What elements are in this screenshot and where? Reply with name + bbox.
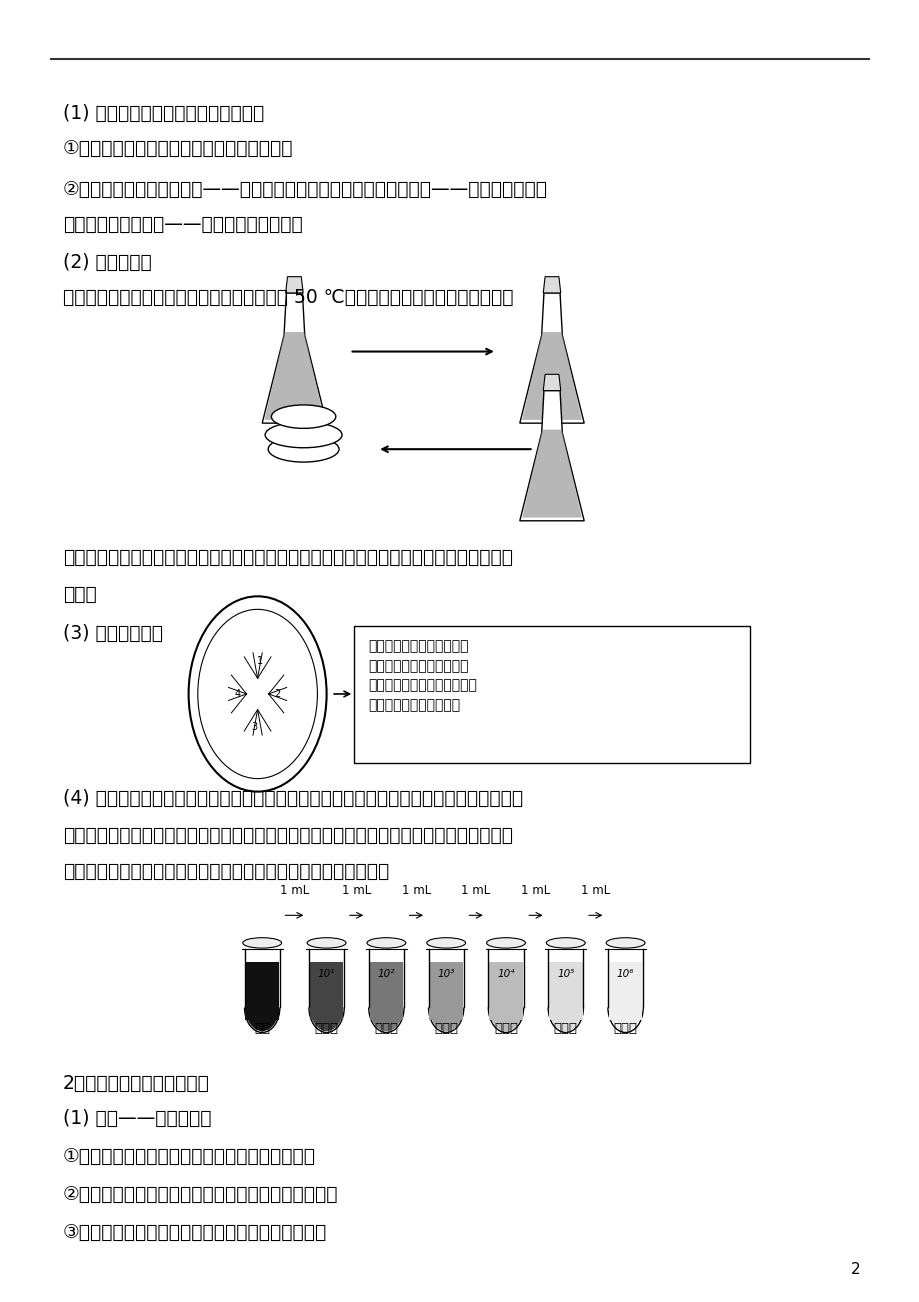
Text: 稀释液: 稀释液	[434, 1022, 458, 1035]
Text: (4) 稀释涂布平板法：先将菌液进行一系列的梯度稀释，然后将不同稀释度的菌液分别涂布: (4) 稀释涂布平板法：先将菌液进行一系列的梯度稀释，然后将不同稀释度的菌液分别…	[62, 789, 522, 809]
Polygon shape	[262, 293, 326, 423]
Text: 稀释液: 稀释液	[613, 1022, 637, 1035]
Polygon shape	[286, 276, 303, 293]
Polygon shape	[522, 430, 581, 518]
Wedge shape	[489, 1008, 522, 1031]
Bar	[429, 962, 462, 1019]
Text: 稀释液: 稀释液	[553, 1022, 577, 1035]
Text: 2．某种微生物的分离与计数: 2．某种微生物的分离与计数	[62, 1074, 210, 1094]
Text: 污染。: 污染。	[62, 585, 96, 604]
Text: 稀释液: 稀释液	[314, 1022, 338, 1035]
Text: (3) 平板划线操作: (3) 平板划线操作	[62, 624, 163, 643]
FancyBboxPatch shape	[354, 626, 749, 763]
Text: 1 mL: 1 mL	[581, 884, 609, 897]
Text: ③培养基中缺乏氮源时，可以分离得到固氮微生物。: ③培养基中缺乏氮源时，可以分离得到固氮微生物。	[62, 1223, 326, 1242]
Text: 稀释液: 稀释液	[374, 1022, 398, 1035]
Text: ①消毒方法：常用煮沸消毒法、巴氏消毒法。: ①消毒方法：常用煮沸消毒法、巴氏消毒法。	[62, 139, 293, 159]
Ellipse shape	[486, 937, 525, 948]
Text: 10⁵: 10⁵	[557, 969, 573, 979]
Text: 1 mL: 1 mL	[461, 884, 490, 897]
Ellipse shape	[268, 436, 339, 462]
Wedge shape	[429, 1008, 462, 1031]
Text: (2) 倒平板操作: (2) 倒平板操作	[62, 253, 151, 272]
Bar	[489, 962, 522, 1019]
Text: ①培养基中加入青霉素可以分离出酵母菌和霉菌。: ①培养基中加入青霉素可以分离出酵母菌和霉菌。	[62, 1147, 315, 1167]
Text: 10³: 10³	[437, 969, 454, 979]
Ellipse shape	[307, 937, 346, 948]
Bar	[549, 962, 582, 1019]
Bar	[369, 962, 403, 1019]
Text: (1) 分离——选择培养基: (1) 分离——选择培养基	[62, 1109, 210, 1129]
Text: 菌液: 菌液	[254, 1022, 270, 1035]
Ellipse shape	[243, 937, 281, 948]
Text: 10⁴: 10⁴	[497, 969, 514, 979]
Text: 1 mL: 1 mL	[521, 884, 550, 897]
Wedge shape	[549, 1008, 582, 1031]
Text: 平板划线法：通过接种环在
琼脂固体培养基表面连续划
线的操作，将聚集的菌种逐步
稀释分散到培养基的表面: 平板划线法：通过接种环在 琼脂固体培养基表面连续划 线的操作，将聚集的菌种逐步 …	[368, 639, 476, 712]
Text: 1 mL: 1 mL	[279, 884, 309, 897]
Text: 3: 3	[252, 721, 257, 732]
Wedge shape	[310, 1008, 343, 1031]
Ellipse shape	[426, 937, 465, 948]
Text: 1 mL: 1 mL	[402, 884, 430, 897]
Text: 皿等；高压蒸汽灭菌——主要针对培养基等。: 皿等；高压蒸汽灭菌——主要针对培养基等。	[62, 215, 302, 234]
Bar	[608, 962, 641, 1019]
Polygon shape	[543, 375, 561, 391]
Text: (1) 无菌技术：主要包括消毒和灭菌。: (1) 无菌技术：主要包括消毒和灭菌。	[62, 104, 264, 124]
Text: 分散成单个细胞，从而能在培养基表面形成单个菌落。如图所示：: 分散成单个细胞，从而能在培养基表面形成单个菌落。如图所示：	[62, 862, 389, 881]
Polygon shape	[522, 332, 581, 421]
Text: 10¹: 10¹	[318, 969, 335, 979]
Ellipse shape	[546, 937, 584, 948]
Text: 到琼脂固体培养基的表面，进行培养。在稀释度足够高的菌液里，聚集在一起的微生物将被: 到琼脂固体培养基的表面，进行培养。在稀释度足够高的菌液里，聚集在一起的微生物将被	[62, 825, 512, 845]
Text: 10⁶: 10⁶	[617, 969, 633, 979]
Text: ②常用灭菌方法：灼烧灭菌——接种环、接种针等金属器具；干热灭菌——主要针对玻璃器: ②常用灭菌方法：灼烧灭菌——接种环、接种针等金属器具；干热灭菌——主要针对玻璃器	[62, 180, 547, 199]
Bar	[310, 962, 343, 1019]
Text: 2: 2	[850, 1262, 859, 1277]
Text: 操作过程如图所示，操作时要待培养基冷却至 50 ℃左右时，在酒精灯火焰附近进行。: 操作过程如图所示，操作时要待培养基冷却至 50 ℃左右时，在酒精灯火焰附近进行。	[62, 288, 513, 307]
Ellipse shape	[367, 937, 405, 948]
Bar	[245, 962, 278, 1019]
Circle shape	[188, 596, 326, 792]
Text: 稀释液: 稀释液	[494, 1022, 517, 1035]
Polygon shape	[519, 391, 584, 521]
Polygon shape	[519, 293, 584, 423]
Text: 1 mL: 1 mL	[342, 884, 370, 897]
Text: 10²: 10²	[378, 969, 394, 979]
Wedge shape	[369, 1008, 403, 1031]
Wedge shape	[245, 1008, 278, 1031]
Ellipse shape	[606, 937, 644, 948]
Text: 4: 4	[234, 689, 240, 699]
Ellipse shape	[265, 422, 342, 448]
Wedge shape	[608, 1008, 641, 1031]
Ellipse shape	[271, 405, 335, 428]
Polygon shape	[543, 276, 561, 293]
Text: ②培养基中加入高浓度的食盐可得到金黄色葡萄球菌。: ②培养基中加入高浓度的食盐可得到金黄色葡萄球菌。	[62, 1185, 337, 1204]
Text: 1: 1	[257, 656, 263, 667]
Text: 2: 2	[275, 689, 280, 699]
Polygon shape	[265, 332, 324, 421]
Circle shape	[198, 609, 317, 779]
Text: 制备固体培养基最后要将平板倒置，其主要目的是防止培养皿皿盖上的水珠滴入培养基造成: 制备固体培养基最后要将平板倒置，其主要目的是防止培养皿皿盖上的水珠滴入培养基造成	[62, 548, 512, 568]
